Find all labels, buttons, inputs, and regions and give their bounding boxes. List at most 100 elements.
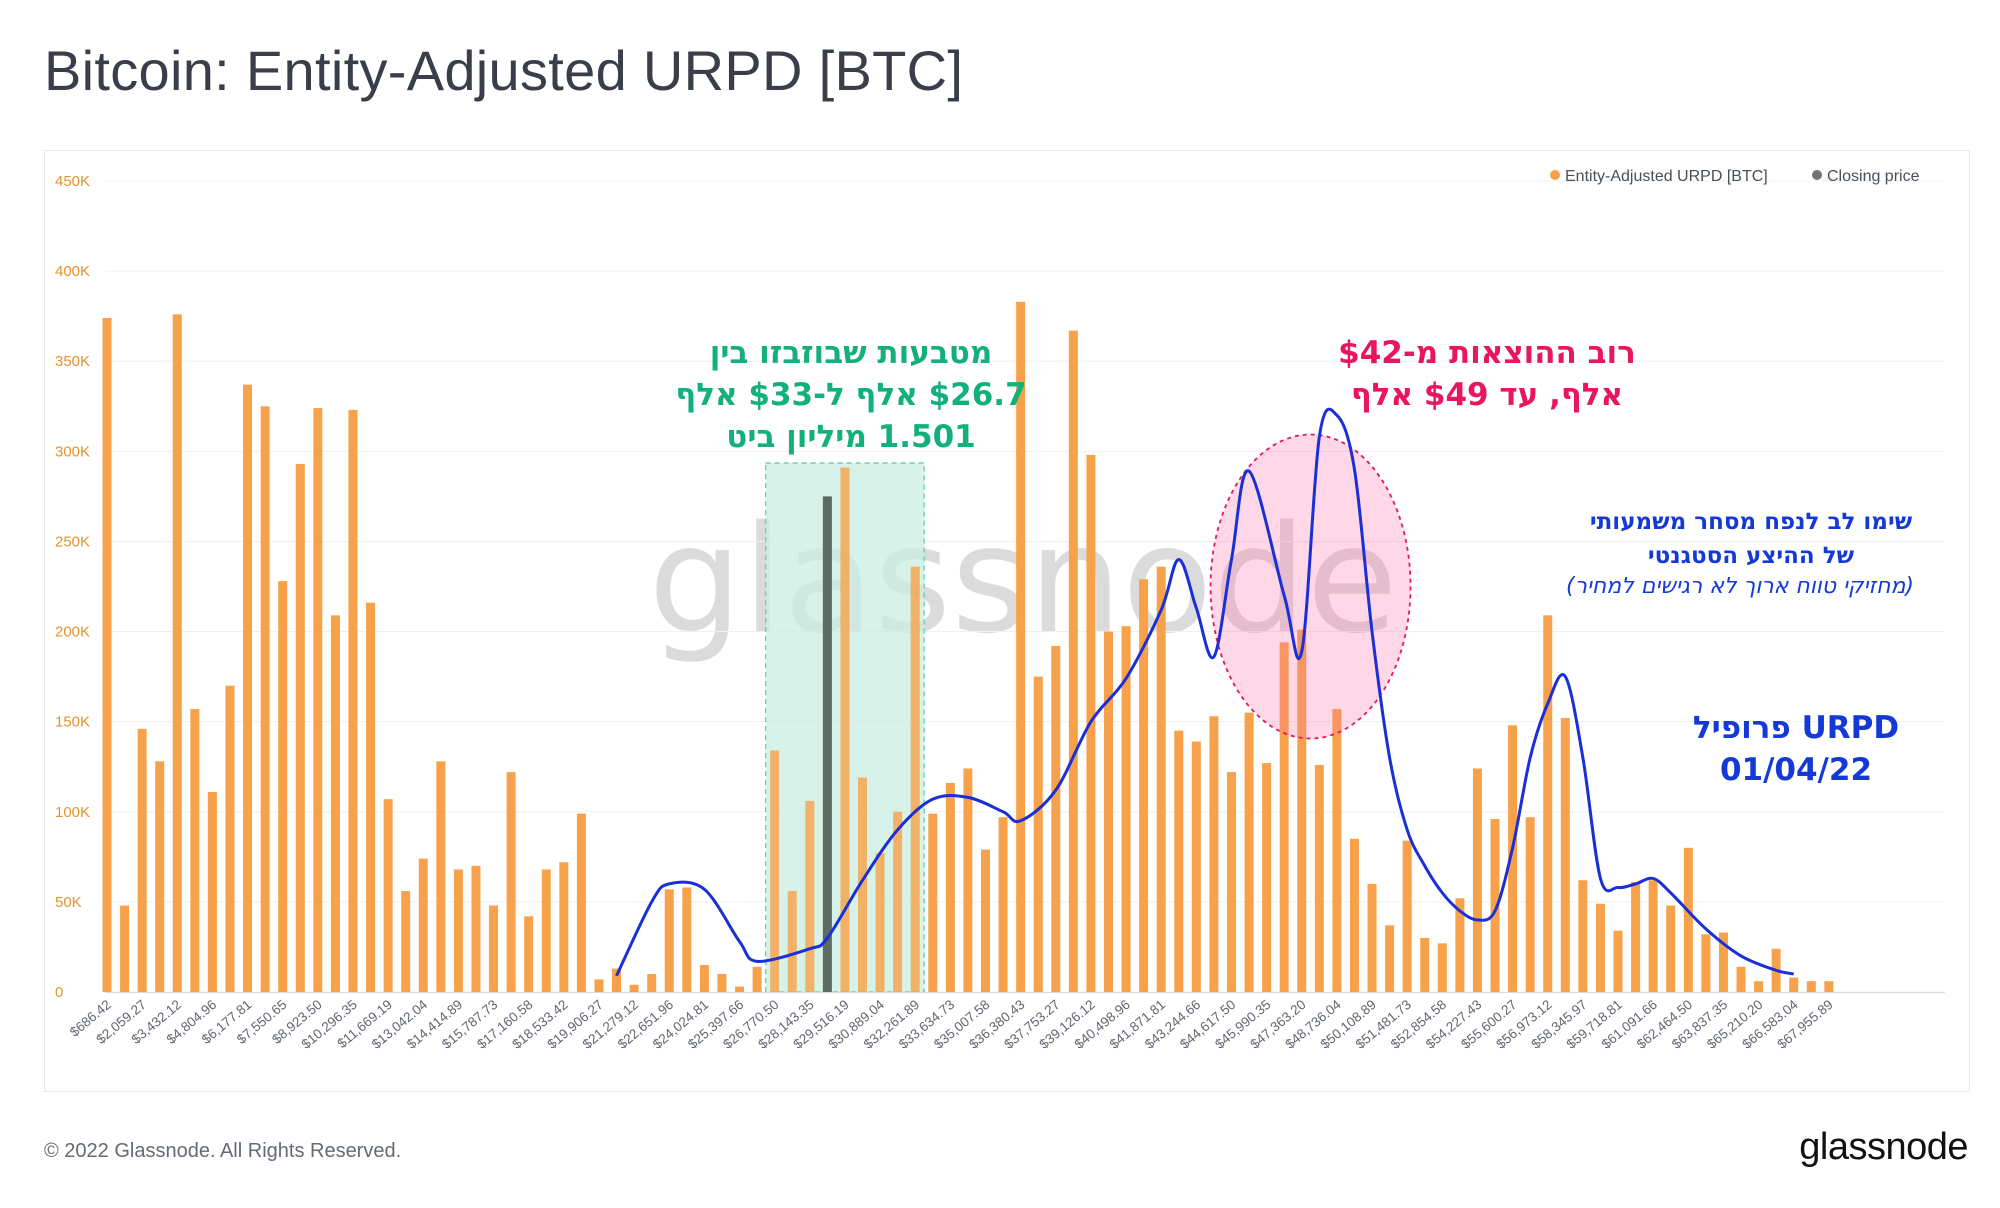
bar xyxy=(1174,730,1184,992)
bar xyxy=(295,463,305,993)
bar xyxy=(1613,930,1623,992)
bar xyxy=(1121,626,1131,992)
bar xyxy=(735,986,745,992)
y-tick-label: 250K xyxy=(55,533,90,550)
bar xyxy=(1437,943,1447,992)
bar xyxy=(805,800,815,992)
bar xyxy=(1016,301,1026,992)
green-annotation-line: $26.7 אלף ל-$33 אלף xyxy=(675,377,1026,413)
bar xyxy=(1683,847,1693,992)
bar xyxy=(1139,579,1149,992)
bar xyxy=(858,777,868,992)
legend-urpd-swatch xyxy=(1550,170,1560,180)
bar xyxy=(506,772,516,992)
bar xyxy=(1525,817,1535,992)
y-tick-label: 300K xyxy=(55,443,90,460)
bar xyxy=(260,406,270,992)
bar xyxy=(1209,716,1219,992)
bar xyxy=(594,979,604,992)
y-tick-label: 50K xyxy=(55,894,82,911)
bar xyxy=(1033,676,1043,992)
bar xyxy=(383,799,393,992)
pink-annotation-line: אלף, עד $49 אלף xyxy=(1351,377,1623,413)
bar xyxy=(1472,768,1482,992)
bar xyxy=(945,782,955,992)
bar xyxy=(190,709,200,992)
bar xyxy=(998,817,1008,992)
green-annotation-line: 1.501 מיליון ביט xyxy=(726,419,975,455)
bar xyxy=(1191,741,1201,992)
y-tick-label: 400K xyxy=(55,263,90,280)
bar xyxy=(225,685,235,992)
bar xyxy=(770,750,780,992)
legend-closing-swatch xyxy=(1812,170,1822,180)
bar xyxy=(1666,905,1676,992)
bar xyxy=(207,791,217,992)
bar xyxy=(1455,898,1465,992)
chart-svg: glassnode050K100K150K200K250K300K350K400… xyxy=(55,168,1945,1052)
y-tick-label: 350K xyxy=(55,353,90,370)
bar xyxy=(471,865,481,992)
green-annotation-line: מטבעות שבוזבזו בין xyxy=(710,335,993,371)
bar xyxy=(1736,966,1746,992)
bar xyxy=(787,891,797,992)
bar xyxy=(664,889,674,992)
bar xyxy=(1332,709,1342,992)
bar xyxy=(981,849,990,992)
blue-annotation-italic: (מחזיקי טווח ארוך לא רגישים למחיר) xyxy=(1566,574,1914,599)
bar xyxy=(155,761,165,992)
bar xyxy=(1051,645,1061,992)
blue-annotation-line: שימו לב לנפח מסחר משמעותי xyxy=(1590,509,1913,535)
bar xyxy=(1402,840,1412,992)
bar xyxy=(348,409,358,993)
bar xyxy=(875,853,885,992)
legend-urpd-label: Entity-Adjusted URPD [BTC] xyxy=(1565,168,1768,185)
bar xyxy=(1314,764,1324,992)
bar xyxy=(330,615,340,992)
bar xyxy=(1068,330,1078,992)
profile-annotation-line: 01/04/22 xyxy=(1720,752,1872,788)
page-title: Bitcoin: Entity-Adjusted URPD [BTC] xyxy=(44,39,964,102)
bar xyxy=(401,891,411,992)
legend-closing-label: Closing price xyxy=(1827,168,1920,185)
bar xyxy=(1385,925,1395,992)
bar xyxy=(1824,981,1834,992)
bar xyxy=(243,384,253,992)
bar xyxy=(1754,981,1764,992)
bar xyxy=(1226,772,1236,992)
bar xyxy=(717,973,727,992)
y-tick-label: 450K xyxy=(55,173,90,190)
bar xyxy=(1262,763,1272,992)
blue-annotation-line: של ההיצע הסטגנטי xyxy=(1648,543,1855,569)
bar xyxy=(278,581,288,992)
bar xyxy=(1543,615,1553,992)
bar xyxy=(436,761,446,992)
bar xyxy=(313,408,323,993)
bar xyxy=(366,602,376,992)
bar xyxy=(752,966,762,992)
bar xyxy=(1631,882,1641,992)
y-tick-label: 200K xyxy=(55,624,90,641)
bar xyxy=(910,566,920,992)
bar xyxy=(699,964,709,992)
bar xyxy=(1718,932,1728,992)
bar xyxy=(1279,642,1289,992)
bar xyxy=(1244,712,1254,992)
bar xyxy=(489,905,499,992)
bar xyxy=(541,869,551,992)
glassnode-logo: glassnode xyxy=(1799,1126,1968,1168)
bar xyxy=(1297,629,1307,992)
profile-annotation-line: URPD פרופיל xyxy=(1693,710,1899,746)
bar xyxy=(418,858,428,992)
bar xyxy=(524,916,534,992)
bar xyxy=(120,905,130,992)
bar xyxy=(1701,934,1711,992)
bar xyxy=(1806,981,1816,992)
bar xyxy=(647,973,657,992)
bar xyxy=(102,317,112,992)
chart-panel: glassnode 0 50K 100K 150K 200K 250K 300K 350K 400… xyxy=(44,150,1970,1092)
bar xyxy=(1595,903,1605,992)
bar xyxy=(576,813,586,992)
bar xyxy=(1367,883,1377,992)
bar xyxy=(612,968,622,992)
